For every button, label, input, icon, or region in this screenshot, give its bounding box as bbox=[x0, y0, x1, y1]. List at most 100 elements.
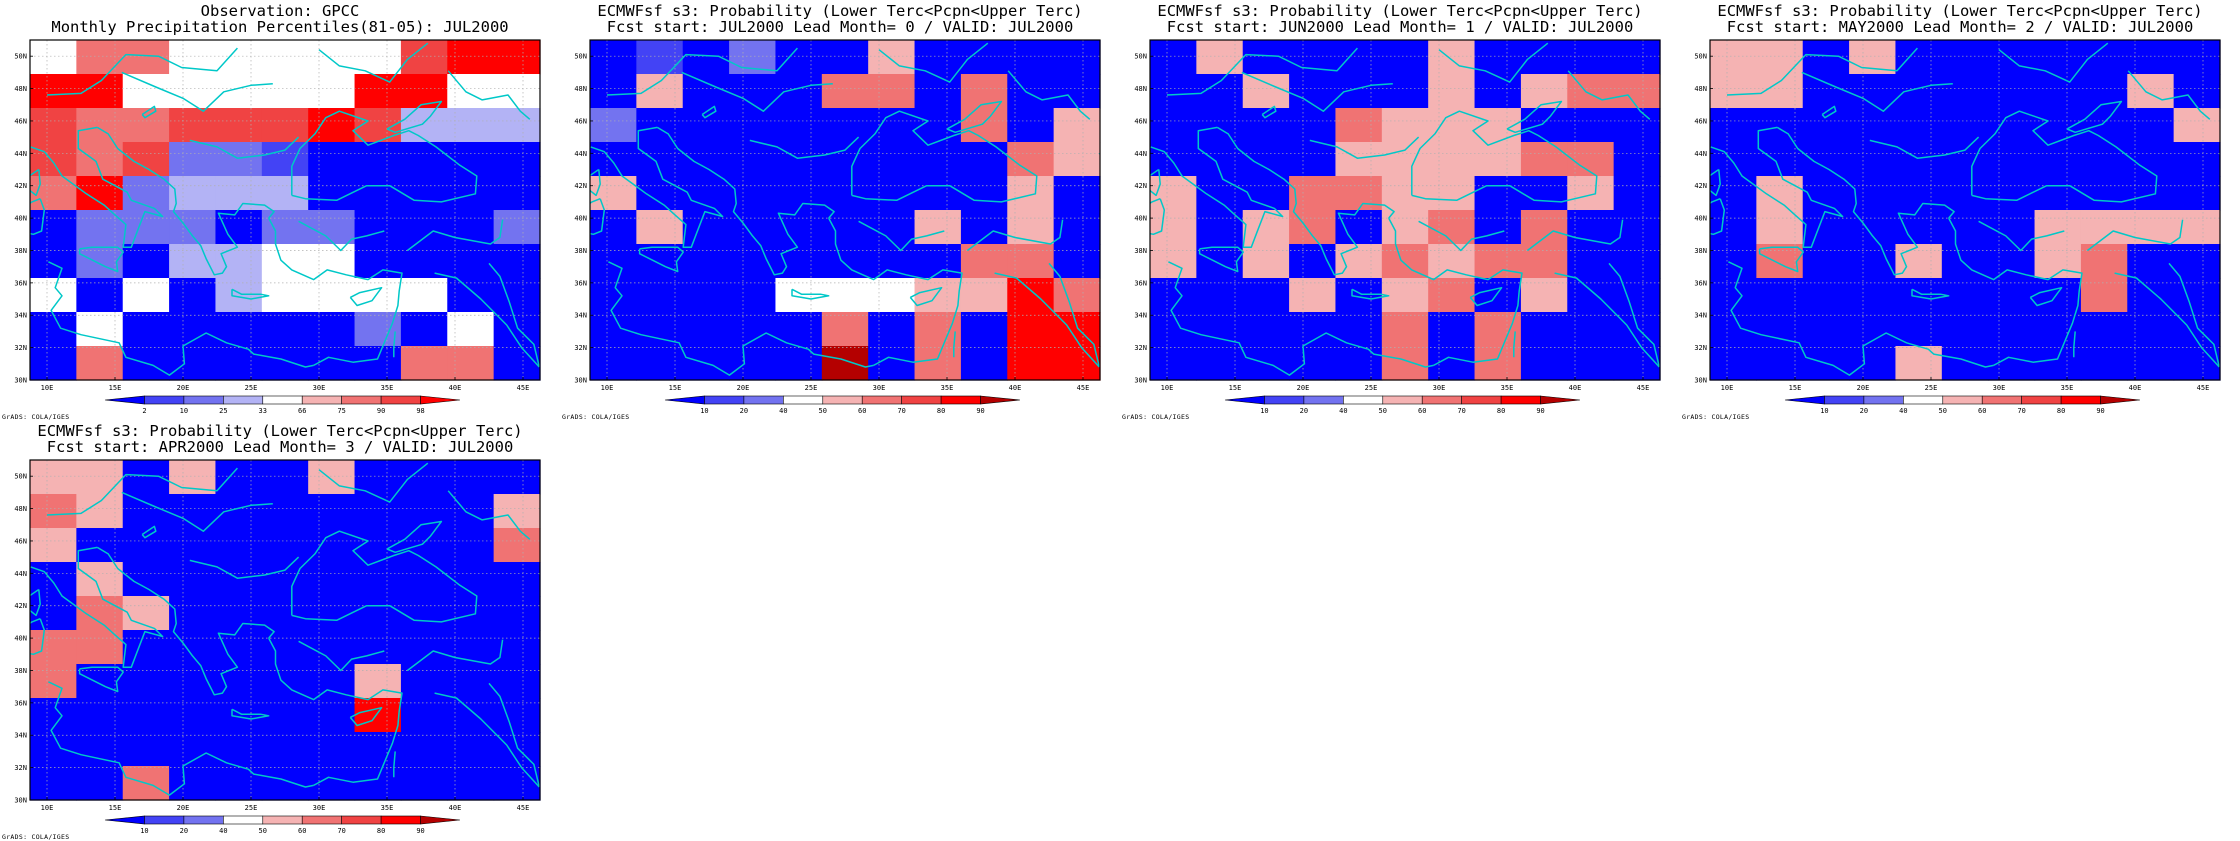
y-tick-label: 36N bbox=[14, 279, 27, 287]
y-tick-label: 38N bbox=[1694, 247, 1707, 255]
grid-cell bbox=[1614, 244, 1661, 279]
grid-cell bbox=[1335, 176, 1382, 211]
x-tick-label: 20E bbox=[177, 804, 190, 812]
y-tick-label: 50N bbox=[1694, 53, 1707, 61]
grid-cell bbox=[1710, 244, 1757, 279]
grid-cell bbox=[729, 74, 776, 109]
grid-cell bbox=[1428, 210, 1475, 245]
grid-cell bbox=[1849, 74, 1896, 109]
grid-cell bbox=[30, 630, 77, 665]
colorbar-label: 98 bbox=[416, 407, 424, 415]
grid-cell bbox=[1567, 210, 1614, 245]
x-tick-label: 40E bbox=[1569, 384, 1582, 392]
grid-cell bbox=[30, 494, 77, 529]
grid-cell bbox=[1614, 278, 1661, 313]
grid-cell bbox=[1521, 108, 1568, 143]
grid-cell bbox=[2081, 278, 2128, 313]
colorbar-label: 40 bbox=[1339, 407, 1347, 415]
data-cells bbox=[590, 40, 1101, 381]
colorbar-label: 50 bbox=[819, 407, 827, 415]
x-tick-label: 35E bbox=[381, 804, 394, 812]
x-tick-label: 35E bbox=[941, 384, 954, 392]
grid-cell bbox=[775, 176, 822, 211]
grid-cell bbox=[590, 244, 637, 279]
grid-cell bbox=[1007, 176, 1054, 211]
grid-cell bbox=[1756, 176, 1803, 211]
grid-cell bbox=[1895, 210, 1942, 245]
y-tick-label: 36N bbox=[14, 699, 27, 707]
coastline bbox=[539, 153, 560, 244]
colorbar-segment bbox=[981, 396, 1020, 404]
grid-cell bbox=[1849, 278, 1896, 313]
colorbar-segment bbox=[1943, 396, 1982, 404]
grid-cell bbox=[2127, 40, 2174, 75]
y-tick-label: 40N bbox=[1134, 215, 1147, 223]
y-tick-label: 36N bbox=[1694, 279, 1707, 287]
y-tick-label: 30N bbox=[1694, 377, 1707, 385]
x-tick-label: 10E bbox=[601, 384, 614, 392]
colorbar-segment bbox=[1225, 396, 1264, 404]
colorbar-segment bbox=[184, 816, 223, 824]
grid-cell bbox=[1988, 108, 2035, 143]
grid-cell bbox=[590, 108, 637, 143]
grid-cell bbox=[308, 562, 355, 597]
grid-cell bbox=[590, 40, 637, 75]
y-tick-label: 30N bbox=[14, 797, 27, 805]
colorbar-segment bbox=[421, 396, 460, 404]
grid-cell bbox=[1803, 312, 1850, 347]
y-tick-label: 38N bbox=[574, 247, 587, 255]
grid-cell bbox=[822, 108, 869, 143]
grid-cell bbox=[822, 346, 869, 381]
colorbar-segment bbox=[105, 816, 144, 824]
grid-cell bbox=[447, 210, 494, 245]
y-tick-label: 44N bbox=[1694, 150, 1707, 158]
colorbar-segment bbox=[144, 816, 183, 824]
grid-cell bbox=[961, 312, 1008, 347]
grid-cell bbox=[1196, 40, 1243, 75]
x-tick-label: 45E bbox=[1077, 384, 1090, 392]
grid-cell bbox=[401, 210, 448, 245]
grid-cell bbox=[215, 40, 262, 75]
grid-cell bbox=[1710, 312, 1757, 347]
y-tick-label: 46N bbox=[1134, 117, 1147, 125]
coastline bbox=[1099, 153, 1120, 244]
grid-cell bbox=[1849, 244, 1896, 279]
y-tick-label: 42N bbox=[14, 182, 27, 190]
grid-cell bbox=[961, 278, 1008, 313]
grid-cell bbox=[215, 176, 262, 211]
panel-forecast-lead3: ECMWFsf s3: Probability (Lower Terc<Pcpn… bbox=[0, 420, 560, 840]
grid-cell bbox=[262, 74, 309, 109]
colorbar-label: 10 bbox=[1260, 407, 1268, 415]
grid-cell bbox=[1150, 210, 1197, 245]
grads-credit: GrADS: COLA/IGES bbox=[1122, 413, 1189, 421]
colorbar-segment bbox=[1541, 396, 1580, 404]
grid-cell bbox=[1054, 210, 1101, 245]
grid-cell bbox=[308, 596, 355, 631]
x-tick-label: 20E bbox=[737, 384, 750, 392]
grid-cell bbox=[1614, 346, 1661, 381]
grid-cell bbox=[2035, 74, 2082, 109]
grid-cell bbox=[590, 312, 637, 347]
y-tick-label: 38N bbox=[14, 247, 27, 255]
grid-cell bbox=[2081, 312, 2128, 347]
grid-cell bbox=[1150, 74, 1197, 109]
x-tick-label: 30E bbox=[1993, 384, 2006, 392]
grid-cell bbox=[1988, 346, 2035, 381]
colorbar-label: 2 bbox=[142, 407, 146, 415]
grid-cell bbox=[308, 210, 355, 245]
grid-cell bbox=[1054, 346, 1101, 381]
grid-cell bbox=[30, 664, 77, 699]
grid-cell bbox=[123, 40, 170, 75]
grid-cell bbox=[1988, 244, 2035, 279]
x-tick-label: 25E bbox=[245, 804, 258, 812]
colorbar-label: 10 bbox=[1820, 407, 1828, 415]
grid-cell bbox=[262, 460, 309, 495]
grid-cell bbox=[1521, 346, 1568, 381]
grid-cell bbox=[215, 630, 262, 665]
grid-cell bbox=[262, 630, 309, 665]
y-tick-label: 40N bbox=[1694, 215, 1707, 223]
colorbar-label: 60 bbox=[858, 407, 866, 415]
grid-cell bbox=[123, 108, 170, 143]
